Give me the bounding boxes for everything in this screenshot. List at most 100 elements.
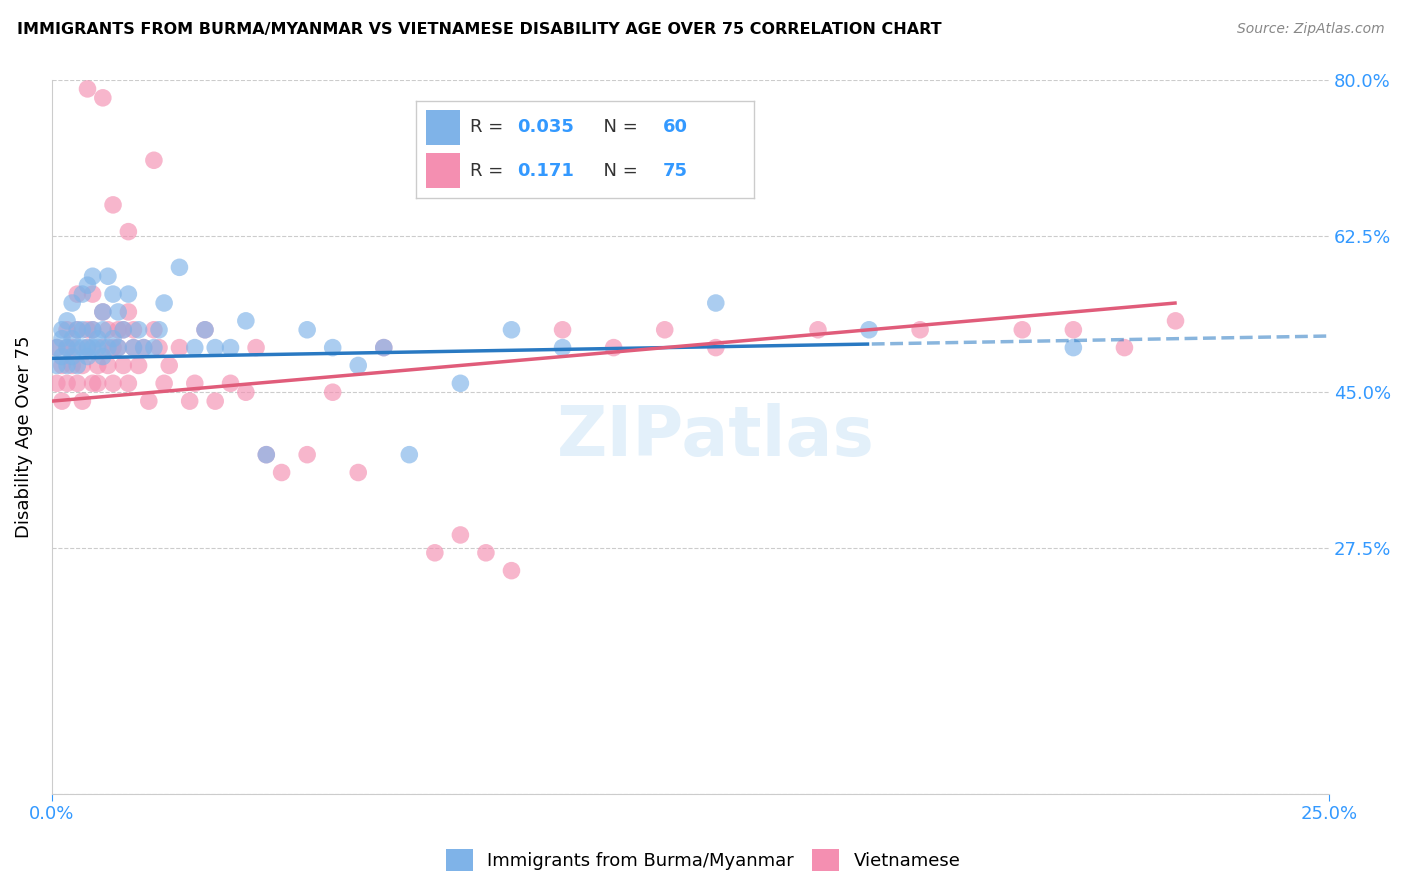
Point: [112, 323, 135, 337]
Point: [373, 341, 395, 355]
Point: [82, 269, 104, 284]
Point: [51, 332, 73, 346]
Point: [51, 394, 73, 409]
Point: [128, 359, 150, 373]
Point: [1114, 341, 1136, 355]
Point: [101, 332, 124, 346]
Text: IMMIGRANTS FROM BURMA/MYANMAR VS VIETNAMESE DISABILITY AGE OVER 75 CORRELATION C: IMMIGRANTS FROM BURMA/MYANMAR VS VIETNAM…: [17, 22, 942, 37]
Point: [97, 269, 120, 284]
Point: [76, 278, 98, 293]
Point: [91, 305, 114, 319]
Point: [56, 314, 79, 328]
Point: [72, 394, 94, 409]
Point: [235, 314, 257, 328]
Point: [908, 323, 931, 337]
Point: [76, 82, 98, 96]
Point: [245, 341, 267, 355]
Point: [204, 341, 226, 355]
Point: [91, 91, 114, 105]
Point: [51, 350, 73, 364]
Point: [153, 296, 176, 310]
Point: [101, 198, 124, 212]
Point: [101, 287, 124, 301]
Point: [551, 323, 574, 337]
Point: [82, 287, 104, 301]
Point: [82, 323, 104, 337]
Point: [132, 341, 155, 355]
Point: [235, 385, 257, 400]
Point: [148, 341, 170, 355]
Point: [184, 341, 207, 355]
Point: [97, 341, 120, 355]
Point: [76, 323, 98, 337]
Point: [148, 323, 170, 337]
Point: [76, 350, 98, 364]
Point: [157, 359, 180, 373]
Point: [219, 341, 242, 355]
Point: [219, 376, 242, 391]
Point: [72, 323, 94, 337]
Point: [449, 376, 471, 391]
Point: [45, 341, 67, 355]
Text: Source: ZipAtlas.com: Source: ZipAtlas.com: [1237, 22, 1385, 37]
Point: [66, 287, 89, 301]
Point: [654, 323, 676, 337]
Point: [122, 341, 145, 355]
Point: [132, 341, 155, 355]
Point: [97, 323, 120, 337]
Point: [347, 359, 370, 373]
Point: [66, 323, 89, 337]
Point: [475, 546, 498, 560]
Point: [45, 376, 67, 391]
Point: [204, 394, 226, 409]
Point: [602, 341, 624, 355]
Point: [76, 341, 98, 355]
Point: [551, 341, 574, 355]
Point: [87, 332, 110, 346]
Point: [45, 341, 67, 355]
Point: [295, 323, 318, 337]
Point: [60, 359, 83, 373]
Point: [270, 466, 292, 480]
Point: [112, 323, 135, 337]
Point: [501, 564, 523, 578]
Point: [76, 341, 98, 355]
Point: [56, 376, 79, 391]
Point: [60, 296, 83, 310]
Point: [254, 448, 277, 462]
Point: [153, 376, 176, 391]
Point: [142, 341, 165, 355]
Point: [117, 376, 139, 391]
Point: [72, 287, 94, 301]
Text: ZIPatlas: ZIPatlas: [557, 403, 875, 470]
Point: [60, 350, 83, 364]
Point: [87, 341, 110, 355]
Point: [66, 376, 89, 391]
Point: [704, 341, 727, 355]
Point: [97, 359, 120, 373]
Legend: Immigrants from Burma/Myanmar, Vietnamese: Immigrants from Burma/Myanmar, Vietnames…: [439, 842, 967, 879]
Point: [56, 359, 79, 373]
Point: [295, 448, 318, 462]
Point: [107, 341, 129, 355]
Point: [45, 359, 67, 373]
Point: [347, 466, 370, 480]
Point: [87, 359, 110, 373]
Point: [1062, 323, 1084, 337]
Point: [122, 323, 145, 337]
Point: [807, 323, 830, 337]
Point: [66, 323, 89, 337]
Point: [1062, 341, 1084, 355]
Point: [117, 305, 139, 319]
Point: [66, 359, 89, 373]
Point: [101, 341, 124, 355]
Point: [87, 376, 110, 391]
Point: [179, 394, 201, 409]
Point: [449, 528, 471, 542]
Point: [82, 341, 104, 355]
Y-axis label: Disability Age Over 75: Disability Age Over 75: [15, 335, 32, 538]
Point: [107, 341, 129, 355]
Point: [322, 341, 344, 355]
Point: [51, 359, 73, 373]
Point: [142, 153, 165, 168]
